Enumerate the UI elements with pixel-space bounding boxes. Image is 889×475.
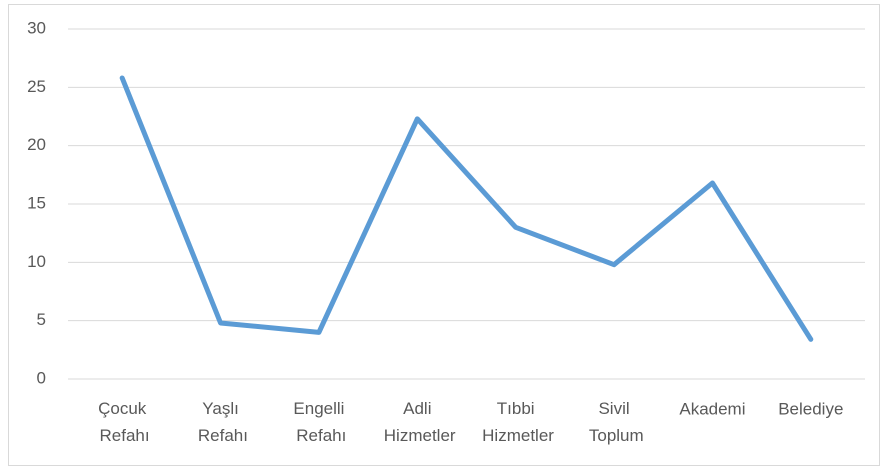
x-tick-label: Belediye: [778, 399, 843, 418]
chart-border: [8, 4, 880, 466]
y-tick-label: 15: [27, 193, 46, 212]
x-tick-label: Çocuk Refahı: [95, 399, 150, 445]
y-tick-label: 10: [27, 252, 46, 271]
y-tick-label: 5: [37, 310, 46, 329]
y-tick-label: 0: [37, 368, 46, 387]
series-line: [119, 75, 814, 342]
y-tick-label: 20: [27, 135, 46, 154]
y-tick-label: 30: [27, 18, 46, 37]
x-tick-label: Tıbbi Hizmetler: [477, 399, 554, 445]
y-tick-label: 25: [27, 77, 46, 96]
x-tick-label: Akademi: [679, 399, 745, 418]
x-tick-label: Yaşlı Refahı: [193, 399, 248, 445]
x-tick-label: Sivil Toplum: [584, 399, 643, 445]
x-tick-label: Adli Hizmetler: [379, 399, 456, 445]
x-tick-label: Engelli Refahı: [292, 399, 347, 445]
